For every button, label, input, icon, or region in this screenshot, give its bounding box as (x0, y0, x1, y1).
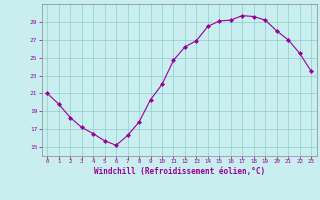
X-axis label: Windchill (Refroidissement éolien,°C): Windchill (Refroidissement éolien,°C) (94, 167, 265, 176)
